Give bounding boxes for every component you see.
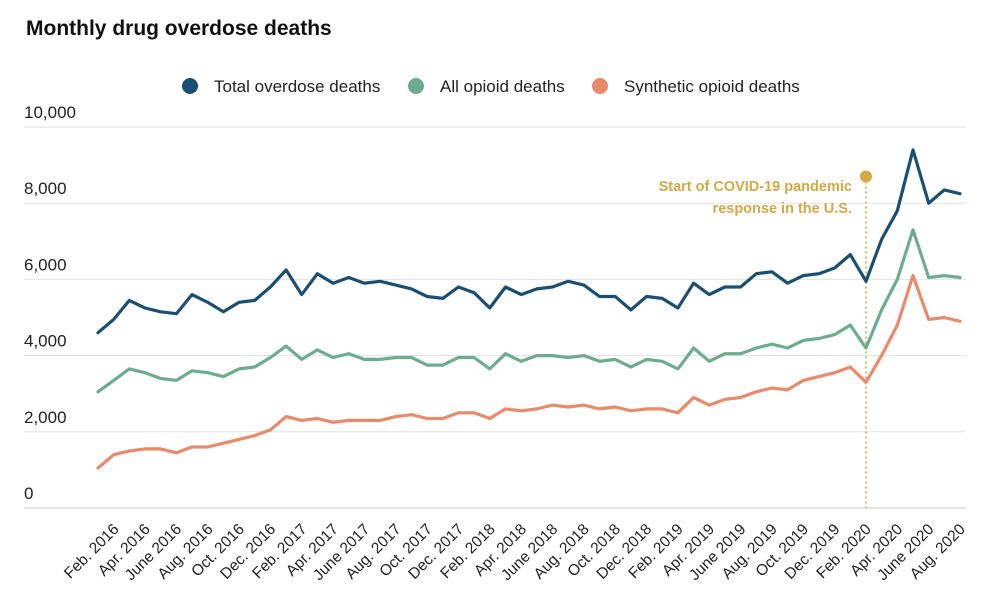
- legend-item-total: Total overdose deaths: [182, 77, 380, 96]
- y-tick-label-0: 0: [24, 484, 33, 503]
- gridlines: [24, 126, 966, 509]
- covid-annotation: Start of COVID-19 pandemic response in t…: [659, 170, 872, 508]
- series-line-synthetic: [96, 274, 962, 470]
- legend-marker-opioid: [408, 78, 424, 94]
- y-axis-ticks: 0 2,000 4,000 6,000 8,000 10,000: [24, 103, 76, 503]
- legend-item-opioid: All opioid deaths: [408, 77, 565, 96]
- series-line-total: [96, 148, 962, 335]
- annotation-text-line2: response in the U.S.: [713, 201, 852, 217]
- y-tick-label-4000: 4,000: [24, 332, 67, 351]
- chart-title: Monthly drug overdose deaths: [26, 17, 332, 40]
- y-tick-label-10000: 10,000: [24, 103, 76, 122]
- legend-item-synthetic: Synthetic opioid deaths: [592, 77, 800, 96]
- legend-marker-total: [182, 78, 198, 94]
- legend: Total overdose deaths All opioid deaths …: [182, 77, 800, 96]
- y-tick-label-6000: 6,000: [24, 255, 67, 274]
- legend-label-synthetic: Synthetic opioid deaths: [624, 77, 800, 96]
- series-lines: [96, 148, 962, 470]
- annotation-dot: [859, 170, 872, 183]
- series-line-opioid: [96, 228, 962, 394]
- legend-label-total: Total overdose deaths: [214, 77, 380, 96]
- annotation-text-line1: Start of COVID-19 pandemic: [659, 179, 852, 195]
- legend-marker-synthetic: [592, 78, 608, 94]
- legend-label-opioid: All opioid deaths: [440, 77, 565, 96]
- y-tick-label-8000: 8,000: [24, 179, 67, 198]
- y-tick-label-2000: 2,000: [24, 408, 67, 427]
